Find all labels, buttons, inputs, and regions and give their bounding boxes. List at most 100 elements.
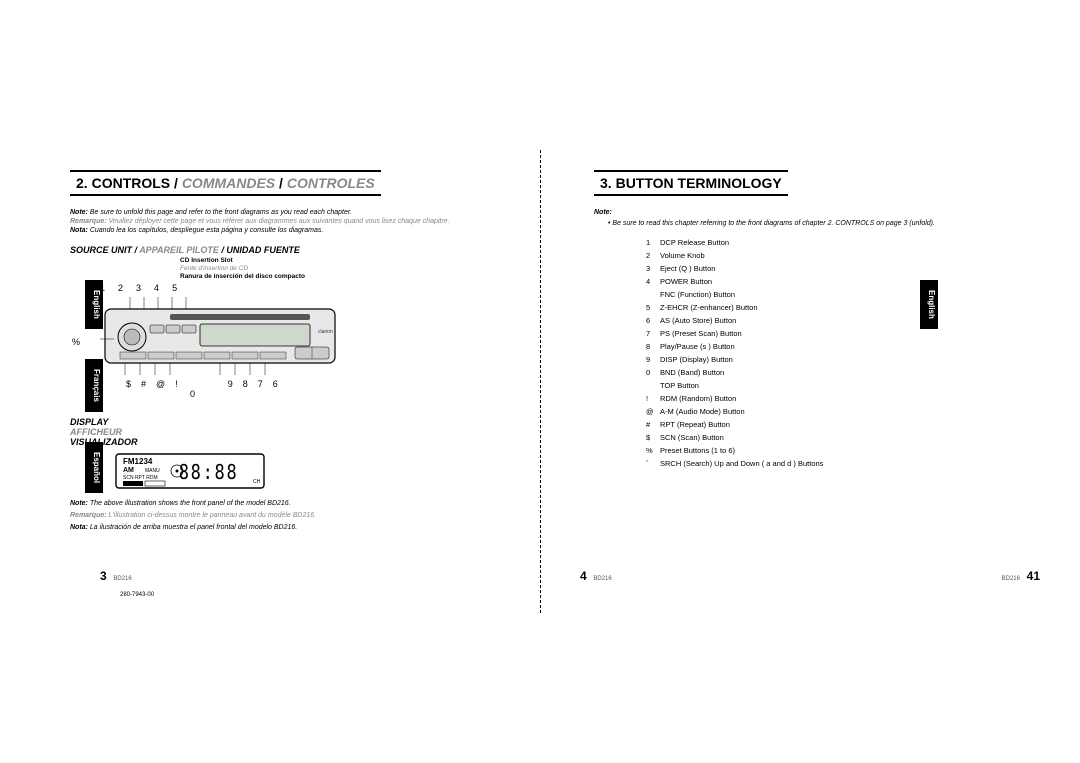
item-text: Volume Knob — [660, 251, 705, 260]
item-text: Eject (Q ) Button — [660, 264, 715, 273]
item-text: SCN (Scan) Button — [660, 433, 724, 442]
item-num: @ — [646, 407, 660, 416]
list-item: 0BND (Band) Button — [646, 368, 1040, 377]
item-num: ˆ — [646, 459, 660, 468]
cd-slot-es: Ranura de inserción del disco compacto — [180, 273, 305, 280]
note-es: Cuando lea los capítulos, despliegue est… — [90, 227, 323, 234]
item-text: Z-EHCR (Z-enhancer) Button — [660, 303, 758, 312]
item-num: 9 — [646, 355, 660, 364]
item-num: ! — [646, 394, 660, 403]
tab-english-right: English — [920, 280, 938, 329]
unfold-note: Note: Be sure to unfold this page and re… — [70, 208, 500, 235]
title-fr: COMMANDES — [182, 175, 275, 191]
svg-text:clarion: clarion — [318, 329, 333, 335]
language-tabs-right: English — [920, 280, 938, 329]
left-callout: % — [72, 337, 80, 347]
page-button-terminology: English 3. BUTTON TERMINOLOGY Note: Be s… — [540, 0, 1080, 763]
note-illus-es: La ilustración de arriba muestra el pane… — [90, 524, 297, 531]
item-text: DCP Release Button — [660, 238, 729, 247]
list-item: TOP Button — [646, 381, 1040, 390]
note-fr: Veuillez déployer cette page et vous réf… — [109, 218, 450, 225]
lcd-svg: FM1234 AM MANU SCN RPT RDM 88:88 CH — [115, 453, 265, 489]
section-num-3: 3. — [600, 175, 612, 191]
source-unit-heading: SOURCE UNIT / APPAREIL PILOTE / UNIDAD F… — [70, 245, 500, 255]
list-item: 1DCP Release Button — [646, 238, 1040, 247]
svg-text:88:88: 88:88 — [179, 461, 239, 484]
bottom-callouts: $ # @ ! 9 8 7 6 — [108, 379, 500, 389]
item-num: 0 — [646, 368, 660, 377]
item-num: 4 — [646, 277, 660, 286]
list-item: 7PS (Preset Scan) Button — [646, 329, 1040, 338]
item-text: A-M (Audio Mode) Button — [660, 407, 745, 416]
item-text: RPT (Repeat) Button — [660, 420, 730, 429]
list-item: ˆSRCH (Search) Up and Down ( a and d ) B… — [646, 459, 1040, 468]
item-num: 8 — [646, 342, 660, 351]
list-item: %Preset Buttons (1 to 6) — [646, 446, 1040, 455]
list-item: FNC (Function) Button — [646, 290, 1040, 299]
lcd-display-diagram: FM1234 AM MANU SCN RPT RDM 88:88 CH — [115, 453, 500, 491]
item-text: Play/Pause (s ) Button — [660, 342, 735, 351]
display-heading: DISPLAY AFFICHEUR VISUALIZADOR — [70, 417, 500, 447]
item-text: SRCH (Search) Up and Down ( a and d ) Bu… — [660, 459, 823, 468]
item-text: FNC (Function) Button — [660, 290, 735, 299]
display-en: DISPLAY — [70, 417, 500, 427]
item-num: 7 — [646, 329, 660, 338]
list-item: 5Z-EHCR (Z-enhancer) Button — [646, 303, 1040, 312]
title-en: CONTROLS — [92, 175, 171, 191]
part-number: 280-7943-00 — [120, 592, 154, 598]
source-unit-en: SOURCE UNIT — [70, 245, 132, 255]
title-buttons: BUTTON TERMINOLOGY — [616, 175, 782, 191]
note-right: Note: Be sure to read this chapter refer… — [594, 208, 1040, 228]
callout: ! — [175, 379, 178, 389]
list-item: #RPT (Repeat) Button — [646, 420, 1040, 429]
item-text: DISP (Display) Button — [660, 355, 733, 364]
model-num: BD216 — [113, 576, 131, 582]
page-number-4: 4 — [580, 569, 587, 583]
page-footer-left: 3 BD216 — [100, 569, 500, 583]
note-illus-fr-label: Remarque: — [70, 512, 107, 519]
list-item: 4POWER Button — [646, 277, 1040, 286]
note-en-label: Note: — [70, 209, 88, 216]
stereo-svg: clarion — [100, 297, 340, 375]
note-es-label: Nota: — [70, 227, 88, 234]
lcd-manu: MANU — [145, 468, 160, 474]
page-number: 3 — [100, 569, 107, 583]
display-es: VISUALIZADOR — [70, 437, 500, 447]
tab-espanol: Español — [85, 442, 103, 493]
item-num: 6 — [646, 316, 660, 325]
cd-slot-en: CD Insertion Slot — [180, 257, 233, 264]
list-item: !RDM (Random) Button — [646, 394, 1040, 403]
callout: @ — [156, 379, 165, 389]
list-item: @A-M (Audio Mode) Button — [646, 407, 1040, 416]
callout: 2 — [118, 283, 123, 293]
lcd-row: SCN RPT RDM — [123, 475, 158, 481]
list-item: 9DISP (Display) Button — [646, 355, 1040, 364]
page-controls: English Français Español 2. CONTROLS / C… — [0, 0, 540, 763]
list-item: 8Play/Pause (s ) Button — [646, 342, 1040, 351]
list-item: 6AS (Auto Store) Button — [646, 316, 1040, 325]
note-right-text: Be sure to read this chapter referring t… — [612, 220, 935, 227]
note-en: Be sure to unfold this page and refer to… — [90, 209, 352, 216]
cd-slot-labels: CD Insertion Slot Fente d'insertion de C… — [180, 257, 500, 280]
section-title-buttons: 3. BUTTON TERMINOLOGY — [594, 170, 788, 196]
note-illus-es-label: Nota: — [70, 524, 88, 531]
lcd-fm: FM1234 — [123, 457, 153, 466]
item-text: BND (Band) Button — [660, 368, 724, 377]
section-num: 2. — [76, 175, 88, 191]
source-unit-fr: APPAREIL PILOTE — [139, 245, 219, 255]
svg-text:CH: CH — [253, 479, 261, 485]
list-item: 2Volume Knob — [646, 251, 1040, 260]
model-num-r2: BD216 — [1002, 576, 1020, 582]
item-text: TOP Button — [660, 381, 699, 390]
item-text: AS (Auto Store) Button — [660, 316, 736, 325]
callout: # — [141, 379, 146, 389]
item-num: % — [646, 446, 660, 455]
bottom-center-callout: 0 — [190, 389, 500, 399]
display-fr: AFFICHEUR — [70, 427, 500, 437]
callout: 7 — [258, 379, 263, 389]
title-es: CONTROLES — [287, 175, 375, 191]
note-illus-en-label: Note: — [70, 500, 88, 507]
item-num: 5 — [646, 303, 660, 312]
callout: 5 — [172, 283, 177, 293]
callout: 4 — [154, 283, 159, 293]
